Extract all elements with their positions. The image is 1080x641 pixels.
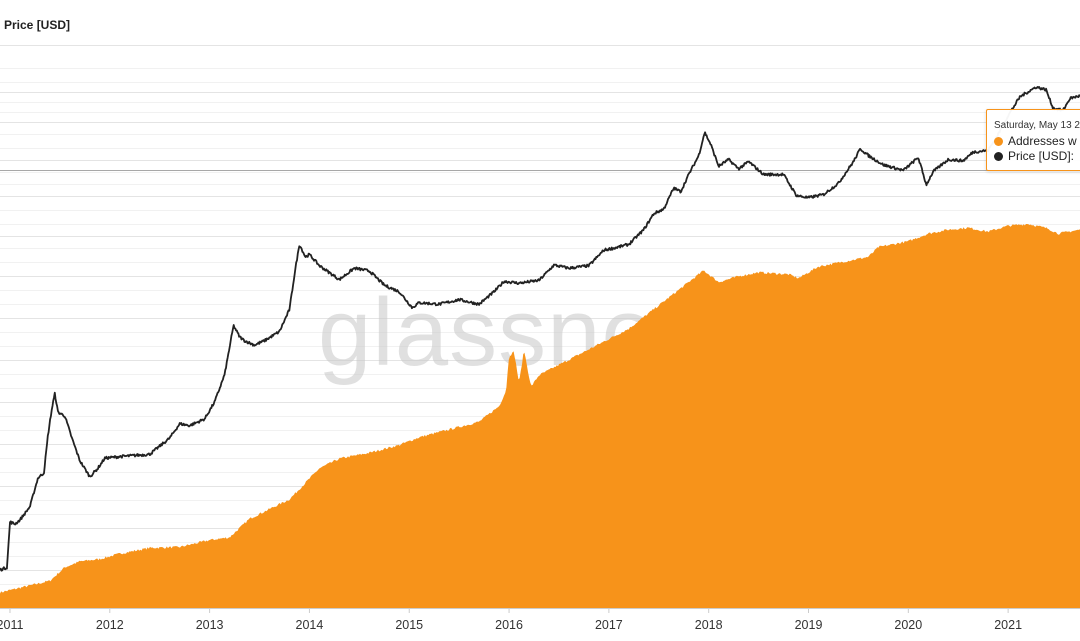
- addresses-legend-dot: [994, 136, 1003, 146]
- x-tick-label: 2021: [994, 618, 1022, 632]
- x-tick-label: 2011: [0, 618, 23, 632]
- x-tick-label: 2015: [395, 618, 423, 632]
- tooltip: Saturday, May 13 2 Addresses w Price [US…: [986, 109, 1080, 171]
- price-legend-dot: [994, 151, 1003, 161]
- x-tick-label: 2018: [695, 618, 723, 632]
- x-tick-label: 2012: [96, 618, 124, 632]
- tooltip-date: Saturday, May 13 2: [994, 120, 1080, 131]
- x-tick-label: 2020: [894, 618, 922, 632]
- x-tick-label: 2017: [595, 618, 623, 632]
- x-tick-label: 2019: [795, 618, 823, 632]
- tooltip-label-addresses: Addresses w: [1008, 134, 1077, 148]
- addresses-area: [0, 224, 1080, 608]
- x-tick-label: 2016: [495, 618, 523, 632]
- x-tick-label: 2013: [196, 618, 224, 632]
- tooltip-row-addresses: Addresses w: [994, 134, 1077, 148]
- left-axis-title: Price [USD]: [4, 18, 70, 32]
- tooltip-row-price: Price [USD]:: [994, 149, 1074, 163]
- x-axis: 2011 2012 2013 2014 2015 2016 2017 2018 2019 2020…: [0, 608, 1022, 632]
- x-tick-label: 2014: [296, 618, 324, 632]
- tooltip-label-price: Price [USD]:: [1008, 149, 1075, 163]
- price-line: [0, 86, 1080, 572]
